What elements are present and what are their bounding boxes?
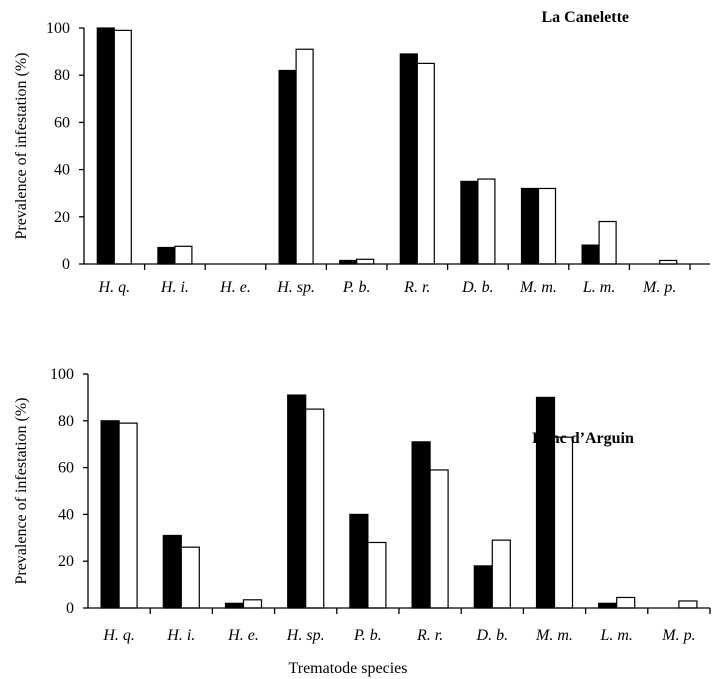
x-tick-label: R. r.	[416, 627, 443, 644]
y-tick-label: 40	[58, 506, 74, 523]
bar-series-1	[598, 602, 618, 609]
bar-series-2	[367, 541, 387, 609]
x-tick-label: H. sp.	[276, 279, 315, 296]
x-tick-label: L. m.	[599, 627, 632, 644]
bar-series-2	[598, 220, 617, 265]
x-axis-label: Trematode species	[289, 660, 408, 677]
y-ticks: 0 20 40 60 80 100	[46, 20, 84, 273]
x-tick-label: H. i.	[160, 279, 189, 296]
x-tick-label: D. b.	[461, 279, 494, 296]
bar-series-2	[180, 546, 200, 609]
x-tick-label: D. b.	[476, 627, 509, 644]
bar-series-1	[460, 180, 479, 265]
y-tick-label: 80	[58, 413, 74, 430]
y-axis-label: Prevalence of infestation (%)	[13, 52, 30, 239]
bar-series-1	[162, 534, 182, 609]
x-tick-label: H. i.	[166, 627, 195, 644]
bar-series-2	[553, 436, 574, 609]
x-ticks: H. q. H. i. H. e. H. sp. P. b. R. r. D. b. M. m…	[102, 608, 711, 644]
bar-series-2	[305, 408, 325, 609]
bar-series-2	[477, 178, 496, 265]
bar-series-1	[224, 602, 245, 609]
y-tick-label: 20	[58, 553, 74, 570]
bars-group	[100, 394, 698, 609]
x-ticks: H. q. H. i. H. e. H. sp. P. b. R. r. D. b. M. m…	[98, 264, 691, 296]
y-tick-label: 0	[66, 600, 74, 617]
chart-panel-banc-d-arguin: 0 20 40 60 80 100 H. q. H. i. H. e. H. sp. P. b. R…	[13, 366, 711, 677]
bar-series-2	[429, 469, 449, 609]
x-tick-label: M. p.	[642, 279, 676, 296]
bar-series-2	[491, 539, 511, 609]
bar-series-1	[100, 420, 120, 609]
bar-series-1	[535, 396, 556, 609]
bar-series-1	[287, 394, 307, 609]
bar-series-1	[96, 27, 115, 265]
bar-series-2	[113, 29, 132, 265]
bar-series-2	[537, 187, 557, 265]
bar-series-2	[118, 422, 138, 609]
x-tick-label: P. b.	[342, 279, 371, 296]
y-tick-label: 100	[46, 20, 70, 37]
x-tick-label: H. q.	[98, 279, 131, 296]
bar-series-2	[678, 600, 698, 609]
chart-panel-la-canelette: 0 20 40 60 80 100 H. q. H. i. H. e. H. sp. P. b. R…	[13, 9, 710, 296]
x-tick-label: H. sp.	[286, 627, 325, 644]
bar-series-1	[349, 513, 369, 609]
chart-title: La Canelette	[541, 9, 629, 26]
bar-series-1	[278, 69, 297, 265]
y-tick-label: 20	[54, 209, 70, 226]
y-axis-label: Prevalence of infestation (%)	[13, 397, 30, 584]
x-tick-label: P. b.	[353, 627, 382, 644]
y-ticks: 0 20 40 60 80 100	[50, 366, 88, 617]
bar-series-1	[399, 53, 418, 265]
x-tick-label: R. r.	[403, 279, 430, 296]
y-tick-label: 60	[58, 460, 74, 477]
x-tick-label: M. m.	[519, 279, 557, 296]
y-tick-label: 100	[50, 366, 74, 383]
bar-series-2	[416, 62, 435, 265]
x-tick-label: L. m.	[582, 279, 615, 296]
x-tick-label: H. e.	[219, 279, 251, 296]
bar-series-1	[520, 187, 540, 265]
bar-series-2	[295, 48, 314, 265]
bar-series-1	[411, 441, 431, 609]
y-tick-label: 60	[54, 114, 70, 131]
x-tick-label: M. m.	[535, 627, 573, 644]
bar-series-1	[157, 246, 176, 265]
x-tick-label: M. p.	[661, 627, 695, 644]
bar-series-2	[356, 258, 375, 265]
y-tick-label: 0	[62, 256, 70, 273]
bar-series-1	[473, 565, 493, 609]
chart-title: Banc d’Arguin	[532, 430, 634, 447]
bar-series-2	[616, 596, 636, 609]
bar-series-1	[581, 244, 600, 265]
bar-series-2	[242, 599, 263, 609]
x-tick-label: H. q.	[102, 627, 135, 644]
y-tick-label: 80	[54, 67, 70, 84]
bar-series-2	[174, 245, 193, 265]
x-tick-label: H. e.	[227, 627, 259, 644]
y-tick-label: 40	[54, 162, 70, 179]
bars-group	[96, 27, 678, 265]
